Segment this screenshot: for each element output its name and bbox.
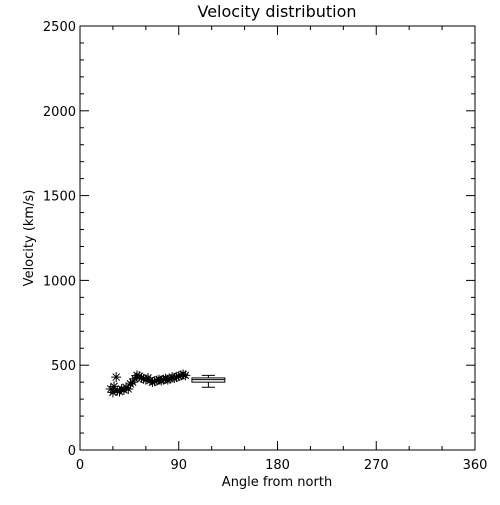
data-point: [173, 371, 184, 382]
data-point: [116, 383, 127, 394]
data-point: [111, 372, 122, 383]
x-tick-label: 90: [170, 458, 187, 473]
data-point: [180, 370, 191, 381]
plot-frame: [79, 25, 476, 451]
plot-area: 0 500 1000 1500 2000 2500 0 90 180 270 360: [43, 20, 488, 473]
data-point: [156, 375, 167, 386]
data-point: [169, 372, 180, 383]
x-axis-title: Angle from north: [222, 475, 332, 490]
data-point: [105, 383, 116, 394]
y-tick-label: 1500: [43, 190, 76, 205]
x-tick-label: 270: [364, 458, 389, 473]
data-point: [136, 372, 147, 383]
x-tick-label: 180: [265, 458, 290, 473]
data-point: [162, 374, 173, 385]
y-tick-label: 2000: [43, 105, 76, 120]
data-point: [138, 373, 149, 384]
x-tick-label: 360: [463, 458, 488, 473]
data-point: [112, 385, 123, 396]
data-point: [171, 372, 182, 383]
data-point: [132, 370, 143, 381]
y-tick-label: 2500: [43, 20, 76, 35]
data-point: [123, 383, 134, 394]
y-tick-label: 1000: [43, 274, 76, 289]
chart-title: Velocity distribution: [197, 2, 356, 21]
data-point: [109, 381, 120, 392]
data-point: [127, 377, 138, 388]
y-axis-title: Velocity (km/s): [22, 190, 37, 287]
x-tick-label: 0: [76, 458, 84, 473]
data-point: [149, 376, 160, 387]
y-tick-label: 0: [68, 444, 76, 459]
data-point: [178, 369, 189, 380]
data-point: [147, 377, 158, 388]
data-point: [129, 373, 140, 384]
data-point: [107, 387, 118, 398]
y-tick-label: 500: [51, 359, 76, 374]
